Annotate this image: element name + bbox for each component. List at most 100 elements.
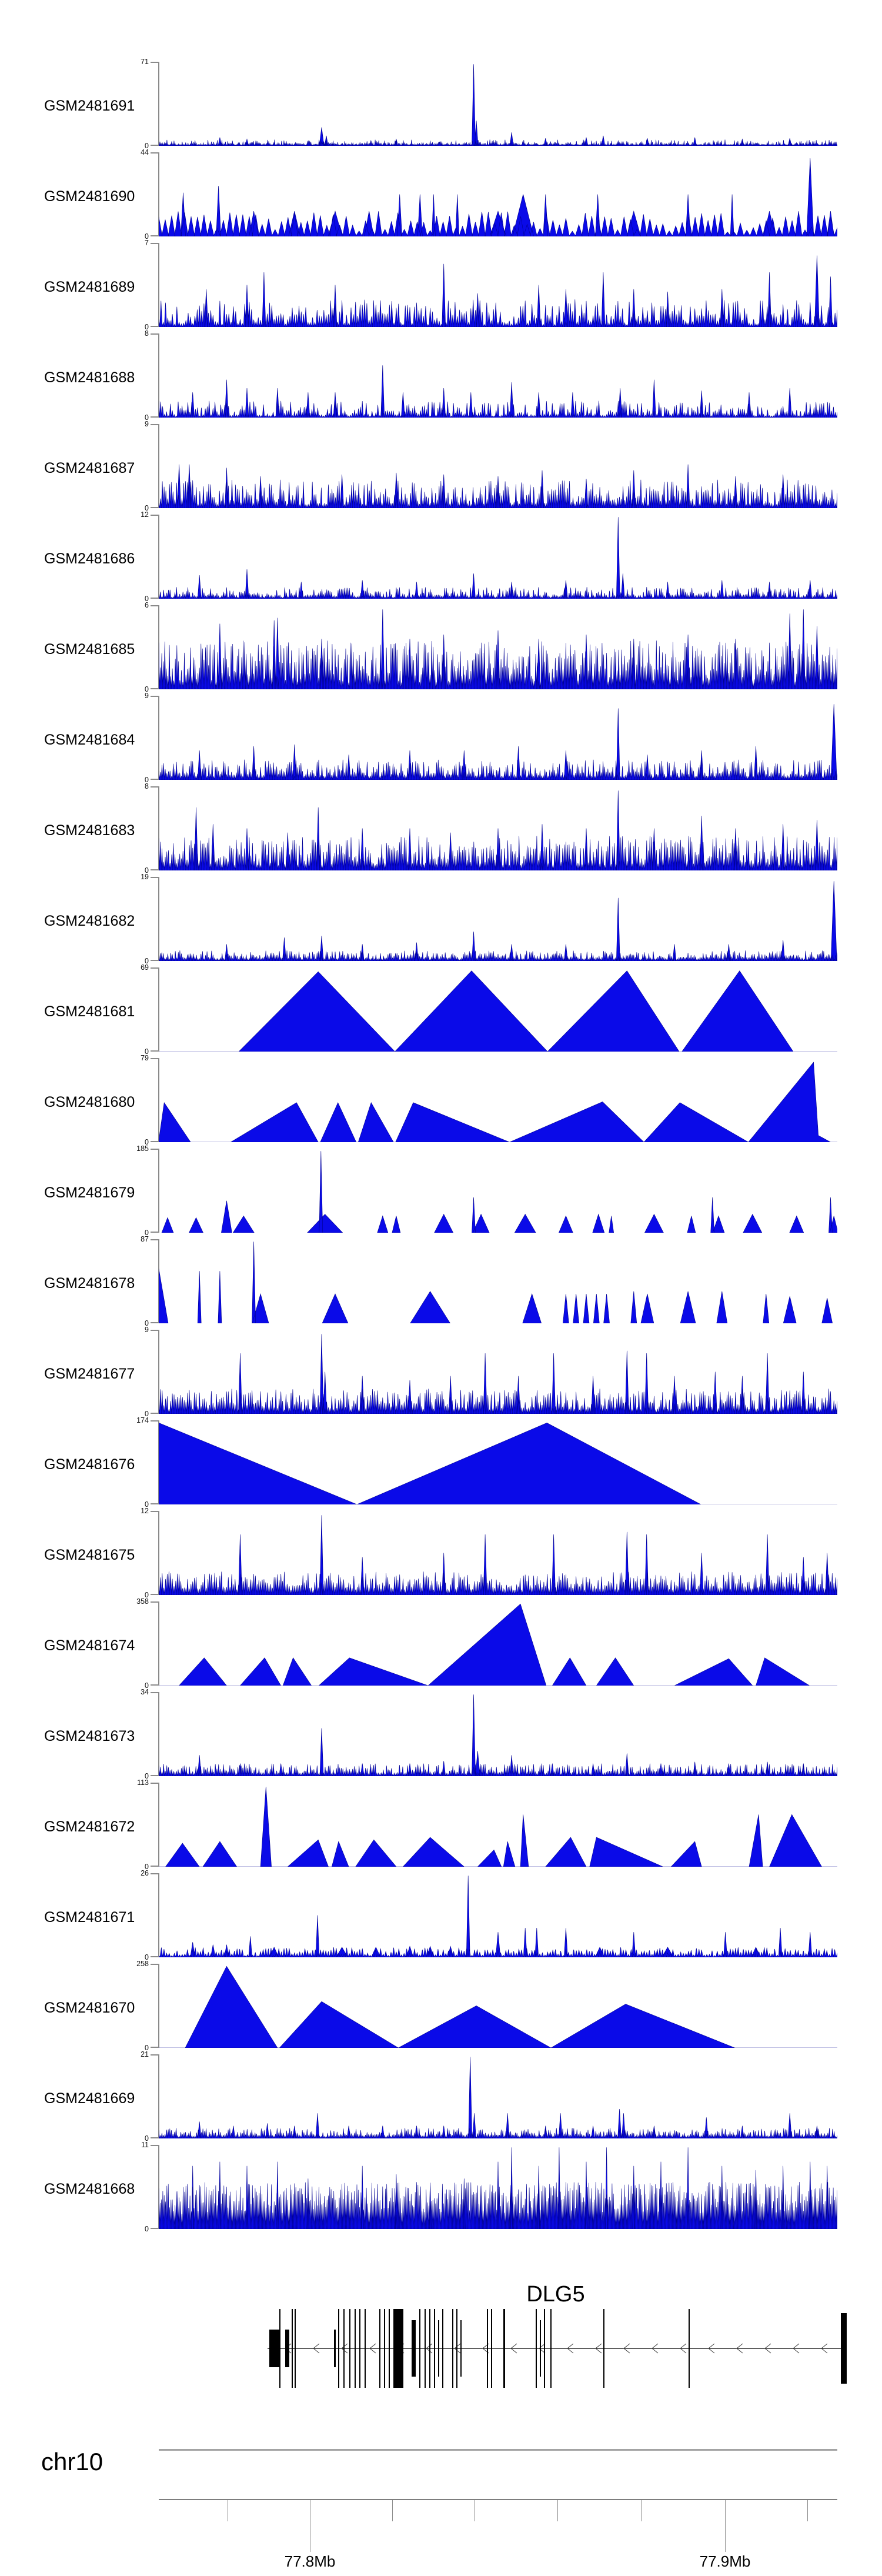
y-axis-top-tick	[151, 152, 159, 154]
signal-track: GSM2481685 6 0	[0, 601, 882, 696]
y-axis-zero-tick	[151, 416, 159, 418]
signal-area	[159, 2147, 837, 2229]
y-axis-zero-label: 0	[145, 232, 149, 241]
y-axis-max-label: 12	[141, 510, 149, 519]
track-sample-label: GSM2481682	[44, 913, 135, 929]
y-axis-zero-label: 0	[145, 142, 149, 150]
exon-block	[269, 2330, 279, 2367]
signal-track: GSM2481680 79 0	[0, 1054, 882, 1149]
track-sample-label: GSM2481689	[44, 279, 135, 295]
strand-arrow-icon	[793, 2343, 800, 2354]
y-axis-max-label: 9	[145, 420, 149, 428]
track-sample-label: GSM2481683	[44, 822, 135, 839]
y-axis-max-label: 79	[141, 1054, 149, 1062]
exon-block	[491, 2309, 492, 2388]
exon-block	[438, 2320, 439, 2377]
signal-area	[159, 1515, 837, 1595]
exon-block	[536, 2309, 537, 2388]
y-axis-zero-label: 0	[145, 323, 149, 331]
y-axis-zero-tick	[151, 869, 159, 870]
y-axis-line	[158, 1149, 159, 1233]
strand-arrow-icon	[736, 2343, 743, 2354]
signal-track: GSM2481668 11 0	[0, 2141, 882, 2235]
minor-tick	[392, 2500, 393, 2521]
signal-track: GSM2481682 19 0	[0, 873, 882, 967]
track-sample-label: GSM2481685	[44, 641, 135, 658]
y-axis-max-label: 6	[145, 601, 149, 609]
y-axis-max-label: 69	[141, 963, 149, 972]
track-sample-label: GSM2481672	[44, 1818, 135, 1835]
exon-block	[285, 2330, 289, 2367]
exon-block	[365, 2309, 366, 2388]
y-axis-line	[158, 1964, 159, 2048]
y-axis-top-tick	[151, 696, 159, 697]
y-axis-max-label: 26	[141, 1869, 149, 1877]
signal-area	[159, 1603, 837, 1686]
y-axis-zero-tick	[151, 1684, 159, 1686]
y-axis-zero-tick	[151, 2047, 159, 2048]
y-axis-zero-label: 0	[145, 413, 149, 422]
signal-track: GSM2481683 8 0	[0, 782, 882, 877]
y-axis-top-tick	[151, 1239, 159, 1240]
y-axis-line	[158, 1330, 159, 1414]
strand-arrow-icon	[510, 2343, 517, 2354]
exon-block	[456, 2309, 457, 2388]
y-axis-max-label: 7	[145, 239, 149, 247]
signal-area	[159, 365, 837, 418]
y-axis-top-tick	[151, 1058, 159, 1059]
signal-area	[159, 790, 837, 870]
y-axis-top-tick	[151, 333, 159, 335]
gene-track: DLG5	[0, 2280, 882, 2397]
exon-block	[603, 2309, 604, 2388]
coordinate-tick-label: 77.9Mb	[699, 2552, 751, 2570]
exon-block	[425, 2309, 426, 2388]
signal-area	[159, 881, 837, 961]
exon-block	[292, 2309, 293, 2388]
y-axis-zero-tick	[151, 145, 159, 146]
signal-track: GSM2481679 185 0	[0, 1144, 882, 1239]
exon-block	[540, 2320, 541, 2377]
y-axis-line	[158, 1873, 159, 1957]
signal-track: GSM2481677 9 0	[0, 1326, 882, 1420]
minor-tick	[807, 2500, 808, 2521]
signal-track: GSM2481686 12 0	[0, 510, 882, 605]
exon-block	[434, 2309, 435, 2388]
signal-area	[159, 64, 837, 146]
track-sample-label: GSM2481680	[44, 1094, 135, 1110]
exon-block	[393, 2309, 403, 2388]
signal-track: GSM2481671 26 0	[0, 1869, 882, 1964]
exon-block	[359, 2309, 360, 2388]
exon-block	[389, 2309, 390, 2388]
strand-arrow-icon	[539, 2343, 546, 2354]
y-axis-line	[158, 424, 159, 508]
y-axis-line	[158, 62, 159, 146]
y-axis-zero-tick	[151, 2228, 159, 2229]
y-axis-max-label: 9	[145, 1326, 149, 1334]
track-sample-label: GSM2481674	[44, 1637, 135, 1654]
y-axis-zero-label: 0	[145, 866, 149, 875]
signal-area	[159, 1062, 837, 1142]
y-axis-top-tick	[151, 424, 159, 425]
coordinate-axis-line	[159, 2499, 837, 2500]
exon-block	[295, 2309, 296, 2388]
track-sample-label: GSM2481670	[44, 2000, 135, 2016]
track-sample-label: GSM2481684	[44, 732, 135, 748]
y-axis-zero-tick	[151, 2137, 159, 2138]
y-axis-max-label: 12	[141, 1507, 149, 1515]
signal-track: GSM2481678 87 0	[0, 1235, 882, 1330]
y-axis-zero-tick	[151, 598, 159, 599]
signal-track: GSM2481672 113 0	[0, 1778, 882, 1873]
signal-track: GSM2481688 8 0	[0, 329, 882, 424]
track-sample-label: GSM2481681	[44, 1003, 135, 1020]
strand-arrow-icon	[369, 2343, 376, 2354]
y-axis-line	[158, 2145, 159, 2229]
track-sample-label: GSM2481687	[44, 460, 135, 476]
y-axis-zero-label: 0	[145, 1138, 149, 1146]
y-axis-zero-tick	[151, 235, 159, 236]
y-axis-top-tick	[151, 877, 159, 878]
y-axis-zero-tick	[151, 688, 159, 689]
signal-track: GSM2481690 44 0	[0, 148, 882, 243]
y-axis-line	[158, 877, 159, 961]
strand-arrow-icon	[482, 2343, 489, 2354]
